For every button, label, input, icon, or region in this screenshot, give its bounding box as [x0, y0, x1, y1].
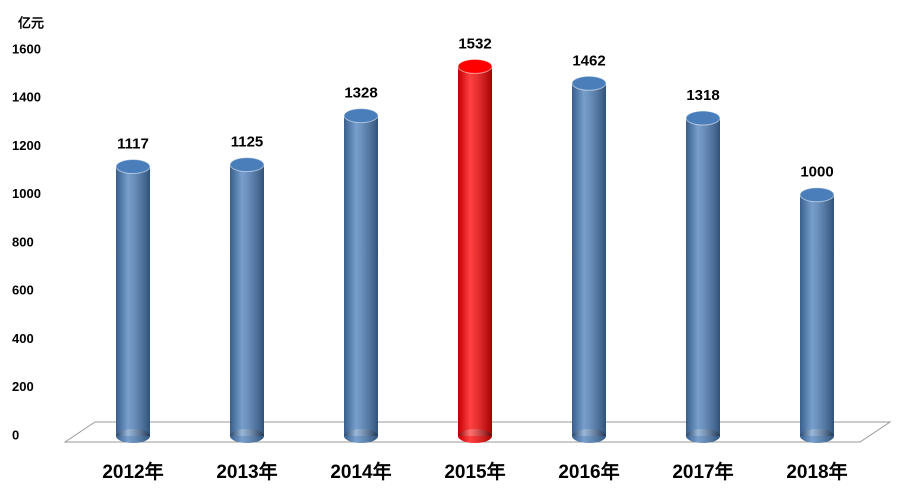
value-label: 1318 [686, 87, 719, 104]
y-tick-label: 0 [12, 427, 19, 442]
value-label: 1462 [572, 52, 605, 69]
x-tick-label: 2014年 [330, 460, 391, 483]
x-tick-label: 2015年 [444, 460, 505, 483]
y-tick-label: 200 [12, 379, 34, 394]
bar-top [457, 58, 493, 74]
bar-shade [572, 83, 606, 436]
bar-top [115, 159, 151, 175]
bar-top [343, 108, 379, 124]
bar-shade [458, 66, 492, 436]
bar-shade [686, 118, 720, 436]
y-tick-label: 1400 [12, 90, 41, 105]
bar-top [571, 75, 607, 91]
bar-shade [344, 115, 378, 437]
bar-top [799, 187, 835, 203]
y-tick-label: 400 [12, 331, 34, 346]
y-tick-label: 1000 [12, 186, 41, 201]
bar-shade [116, 166, 150, 436]
x-tick-label: 2018年 [786, 460, 847, 483]
y-tick-label: 600 [12, 283, 34, 298]
y-axis-label: 亿元 [18, 15, 44, 30]
value-label: 1000 [800, 164, 833, 181]
x-tick-label: 2016年 [558, 460, 619, 483]
y-tick-label: 1200 [12, 138, 41, 153]
x-tick-label: 2017年 [672, 460, 733, 483]
bar-shade [230, 164, 264, 436]
y-tick-label: 800 [12, 234, 34, 249]
bar-shade [800, 194, 834, 436]
bar-top [229, 157, 265, 173]
value-label: 1117 [117, 135, 149, 152]
x-tick-label: 2013年 [216, 460, 277, 483]
y-tick-label: 1600 [12, 41, 41, 56]
x-tick-label: 2012年 [102, 460, 163, 483]
value-label: 1125 [231, 134, 264, 151]
value-label: 1328 [344, 85, 377, 102]
value-label: 1532 [458, 35, 491, 52]
bar-top [685, 110, 721, 126]
